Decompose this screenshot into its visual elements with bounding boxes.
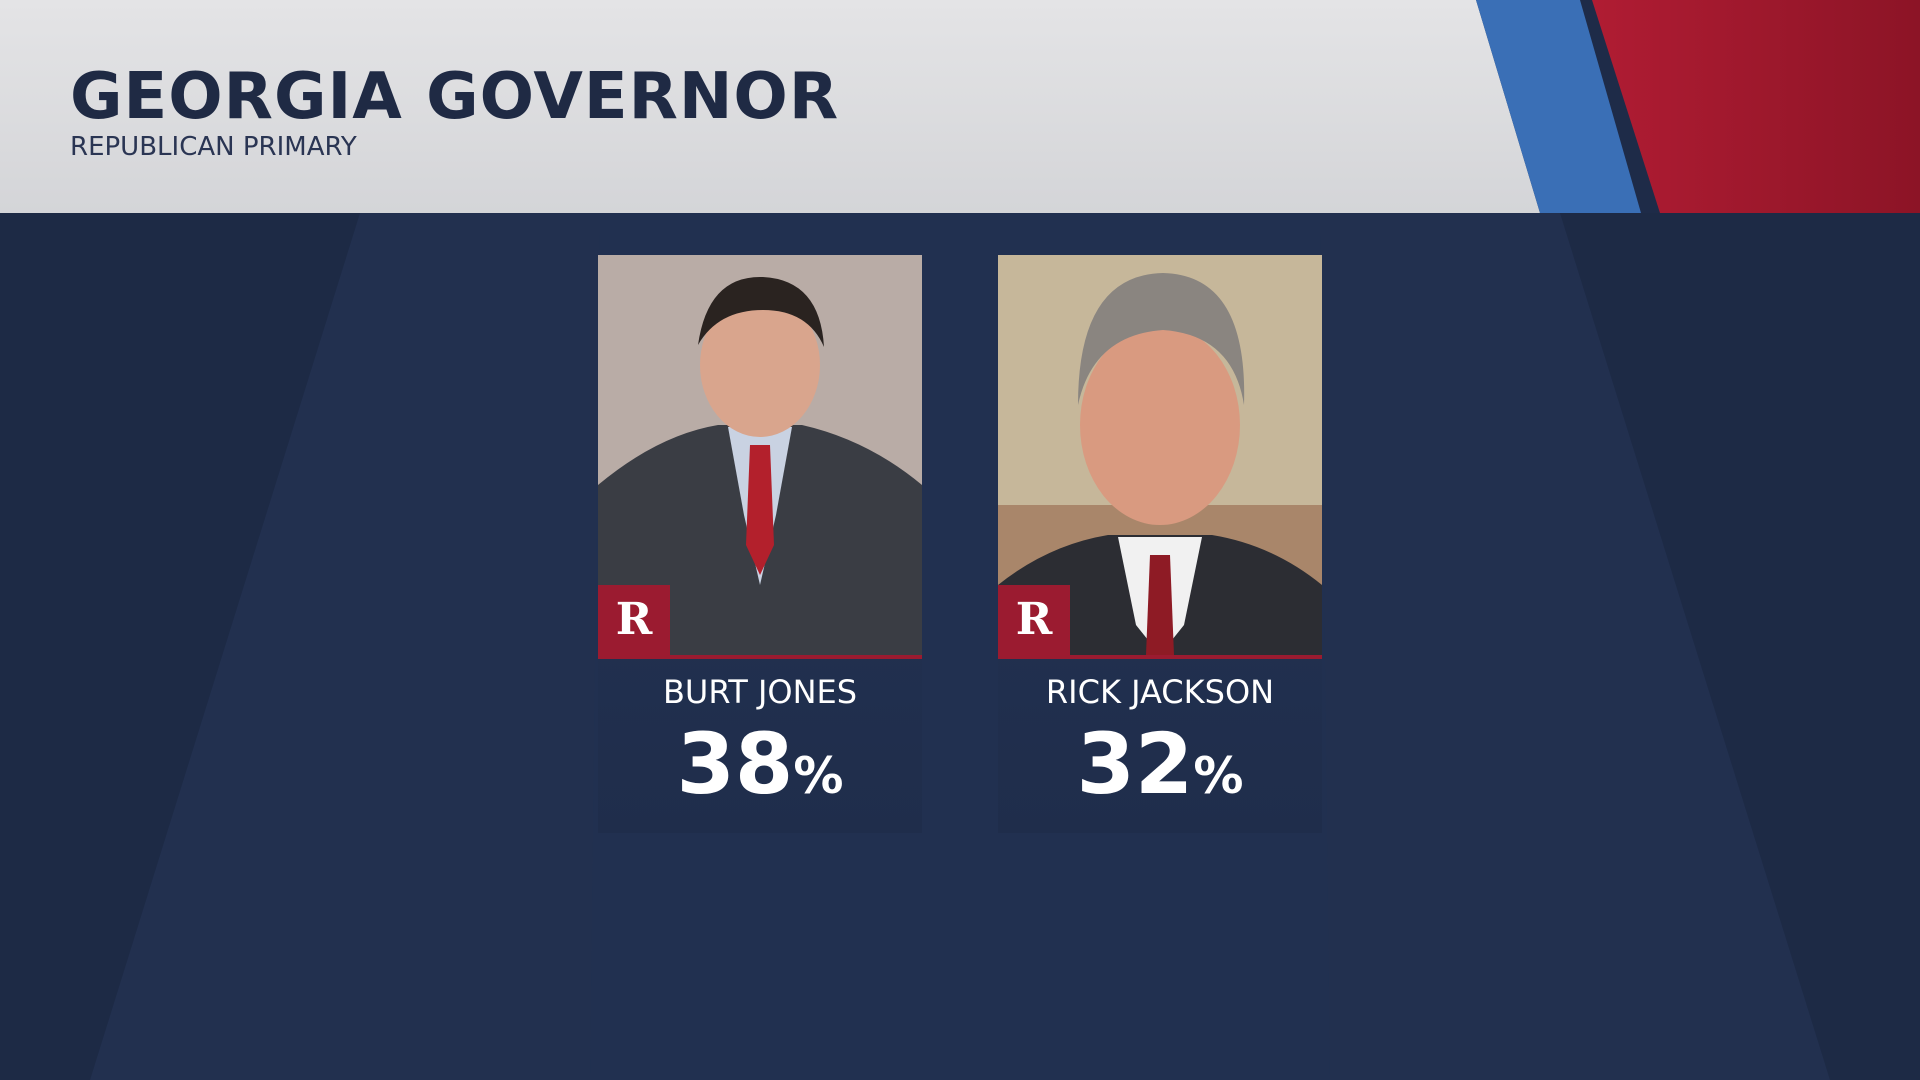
divider bbox=[598, 655, 922, 659]
divider bbox=[998, 655, 1322, 659]
candidate-card: R RICK JACKSON 32% bbox=[998, 255, 1322, 833]
vote-percent: 38% bbox=[598, 715, 922, 813]
header-art bbox=[0, 0, 1920, 213]
percent-unit: % bbox=[1193, 747, 1244, 805]
candidate-name: BURT JONES bbox=[662, 673, 858, 711]
candidate-photo bbox=[998, 255, 1322, 655]
header: GEORGIA GOVERNOR REPUBLICAN PRIMARY bbox=[0, 0, 1920, 213]
party-badge: R bbox=[598, 585, 670, 655]
vote-percent: 32% bbox=[998, 715, 1322, 813]
percent-value: 32 bbox=[1076, 715, 1194, 813]
candidate-name: RICK JACKSON bbox=[1045, 673, 1275, 711]
title: GEORGIA GOVERNOR bbox=[70, 60, 840, 134]
subtitle: REPUBLICAN PRIMARY bbox=[70, 132, 357, 162]
percent-unit: % bbox=[793, 747, 844, 805]
percent-value: 38 bbox=[676, 715, 794, 813]
candidate-card: R BURT JONES 38% bbox=[598, 255, 922, 833]
party-badge: R bbox=[998, 585, 1070, 655]
